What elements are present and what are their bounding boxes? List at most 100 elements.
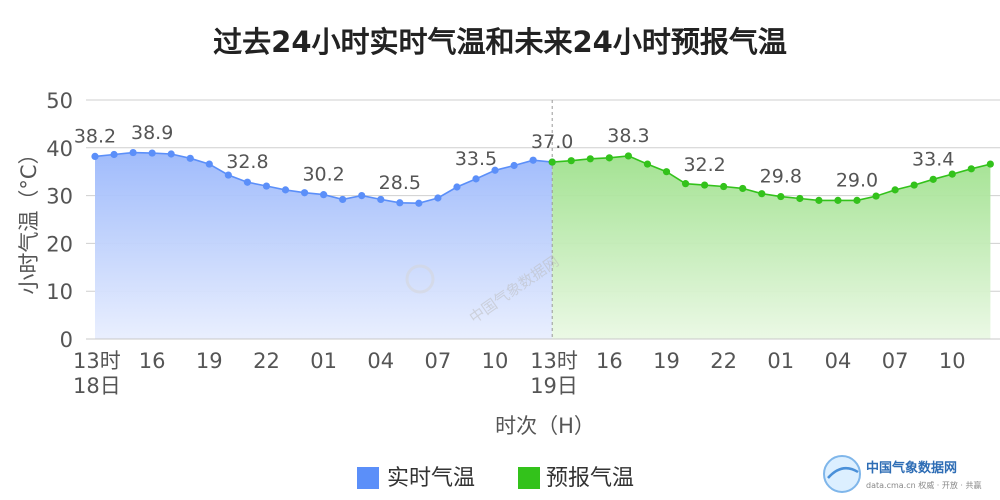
point-forecast[interactable] — [720, 182, 728, 191]
point-forecast[interactable] — [815, 196, 823, 204]
legend-item-forecast[interactable]: 预报气温 — [518, 466, 634, 491]
point-observed[interactable] — [167, 150, 175, 158]
data-label-forecast: 29.8 — [760, 166, 802, 188]
point-observed[interactable] — [186, 154, 194, 162]
point-observed[interactable] — [358, 192, 366, 200]
x-tick-label: 01 — [310, 349, 337, 373]
legend: 实时气温 预报气温 — [357, 466, 634, 491]
cma-globe-icon — [823, 455, 861, 493]
y-tick-label: 10 — [46, 280, 73, 304]
point-forecast[interactable] — [891, 186, 899, 194]
watermark-logo-icon — [405, 264, 435, 294]
point-observed[interactable] — [281, 186, 290, 194]
point-observed[interactable] — [377, 195, 385, 204]
data-label-observed: 38.2 — [74, 125, 116, 147]
legend-label-forecast: 预报气温 — [546, 466, 634, 491]
x-tick-date-label: 19日 — [530, 374, 578, 398]
x-tick-label: 19 — [653, 349, 680, 373]
area-forecast — [552, 155, 991, 339]
y-axis-ticks: 0 10 20 30 40 50 — [46, 89, 73, 352]
legend-label-observed: 实时气温 — [387, 466, 475, 491]
point-forecast[interactable] — [624, 152, 633, 160]
point-forecast[interactable] — [567, 157, 575, 165]
data-labels: 38.2 38.9 32.8 30.2 28.5 33.5 37.0 38.3 32.2 29.8… — [74, 122, 955, 194]
legend-swatch-observed — [357, 467, 379, 489]
series-points — [91, 148, 994, 207]
point-observed[interactable] — [339, 195, 347, 204]
x-tick-label: 04 — [825, 349, 852, 373]
point-forecast[interactable] — [739, 184, 747, 193]
x-tick-label: 10 — [939, 349, 966, 373]
y-tick-label: 0 — [60, 328, 73, 352]
y-tick-label: 50 — [46, 89, 73, 113]
point-observed[interactable] — [129, 148, 137, 157]
point-observed[interactable] — [320, 191, 328, 199]
x-tick-label: 16 — [139, 349, 166, 373]
point-observed[interactable] — [224, 171, 232, 179]
data-label-observed: 33.5 — [455, 148, 497, 170]
x-tick-label: 13时 — [73, 349, 121, 373]
data-label-observed: 32.8 — [226, 151, 268, 173]
point-observed[interactable] — [529, 156, 537, 164]
point-forecast[interactable] — [548, 158, 556, 166]
point-forecast[interactable] — [701, 181, 709, 189]
data-label-observed: 38.9 — [131, 122, 173, 144]
x-tick-date-label: 18日 — [73, 374, 121, 398]
data-label-observed: 28.5 — [379, 172, 421, 194]
x-tick-label: 04 — [367, 349, 394, 373]
x-tick-label: 22 — [710, 349, 737, 373]
point-forecast[interactable] — [586, 155, 594, 163]
point-forecast[interactable] — [643, 160, 652, 168]
point-observed[interactable] — [453, 183, 461, 191]
x-tick-label: 07 — [425, 349, 452, 373]
point-forecast[interactable] — [910, 181, 918, 189]
point-observed[interactable] — [415, 199, 423, 207]
y-tick-label: 30 — [46, 185, 73, 209]
x-axis-label: 时次（H） — [495, 414, 595, 438]
point-observed[interactable] — [510, 161, 518, 170]
legend-swatch-forecast — [518, 467, 540, 489]
point-observed[interactable] — [262, 182, 271, 190]
legend-item-observed[interactable]: 实时气温 — [357, 466, 475, 491]
point-forecast[interactable] — [662, 168, 671, 176]
point-observed[interactable] — [205, 160, 213, 168]
point-observed[interactable] — [148, 149, 156, 157]
point-forecast[interactable] — [986, 160, 994, 168]
point-forecast[interactable] — [834, 196, 842, 204]
x-tick-label: 22 — [253, 349, 280, 373]
point-observed[interactable] — [91, 152, 99, 161]
y-tick-label: 20 — [46, 232, 73, 256]
point-observed[interactable] — [396, 199, 404, 207]
point-forecast[interactable] — [796, 194, 804, 203]
point-forecast[interactable] — [681, 180, 690, 188]
brand-url: data.cma.cn 权威 · 开放 · 共赢 — [866, 480, 981, 490]
point-forecast[interactable] — [853, 196, 861, 204]
data-label-forecast: 29.0 — [836, 169, 878, 191]
point-observed[interactable] — [434, 194, 442, 202]
point-forecast[interactable] — [872, 192, 880, 200]
x-tick-label: 13时 — [530, 349, 578, 373]
x-tick-label: 10 — [482, 349, 509, 373]
data-label-forecast: 38.3 — [607, 125, 649, 147]
point-forecast[interactable] — [605, 154, 613, 162]
point-forecast[interactable] — [929, 175, 937, 183]
point-observed[interactable] — [110, 150, 118, 159]
brand-logo: 中国气象数据网 data.cma.cn 权威 · 开放 · 共赢 — [823, 455, 981, 493]
point-observed[interactable] — [300, 189, 309, 197]
data-label-observed: 30.2 — [302, 164, 344, 186]
brand-name: 中国气象数据网 — [866, 460, 957, 476]
point-forecast[interactable] — [948, 170, 956, 178]
point-observed[interactable] — [491, 166, 499, 174]
point-observed[interactable] — [472, 175, 480, 183]
point-forecast[interactable] — [758, 190, 766, 198]
data-label-forecast: 32.2 — [683, 154, 725, 176]
point-forecast[interactable] — [967, 165, 975, 173]
cma-swirl-icon — [827, 466, 859, 479]
x-tick-label: 16 — [596, 349, 623, 373]
data-label-forecast: 33.4 — [912, 148, 954, 170]
point-forecast[interactable] — [777, 192, 785, 201]
x-tick-label: 19 — [196, 349, 223, 373]
point-observed[interactable] — [243, 178, 251, 186]
